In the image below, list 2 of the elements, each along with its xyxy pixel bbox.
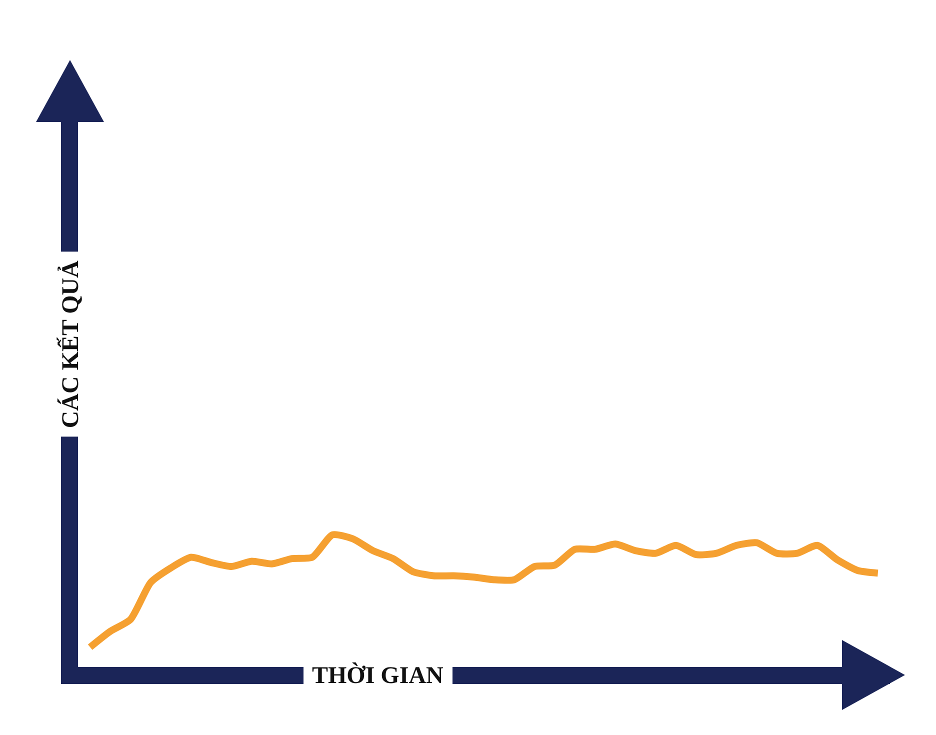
y-axis-title: CÁC KẾT QUẢ	[56, 260, 84, 428]
x-axis-title: THỜI GIAN	[312, 662, 444, 689]
